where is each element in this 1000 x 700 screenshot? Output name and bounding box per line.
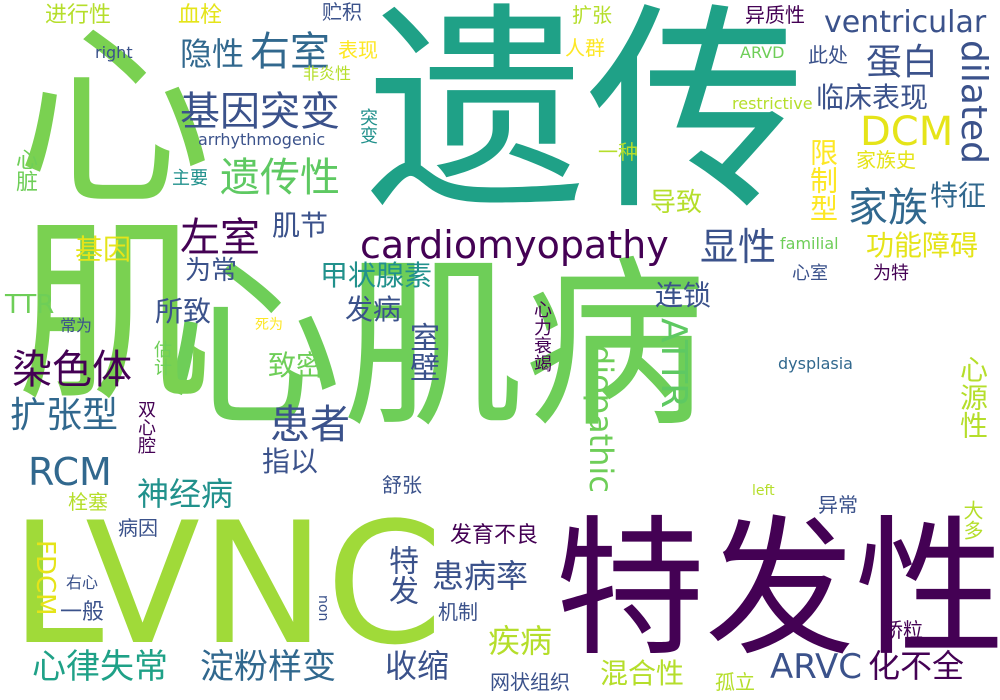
word-yichuanxing: 遗传性 <box>220 155 340 201</box>
word-yizhixing: 异质性 <box>745 3 805 27</box>
word-weite: 为特 <box>873 263 909 284</box>
word-zuoshi: 左室 <box>180 215 260 261</box>
word-biaoxian: 表现 <box>338 38 378 62</box>
word-daozhi: 导致 <box>650 188 703 218</box>
word-lvnc: LVNC <box>10 486 444 682</box>
word-shousuo: 收缩 <box>385 647 450 685</box>
word-guli: 孤立 <box>715 670 755 694</box>
word-yizhong: 一种 <box>598 140 638 164</box>
word-tefa: 特发 <box>383 545 418 605</box>
word-bingyin: 病因 <box>118 516 158 540</box>
word-arvc: ARVC <box>770 647 863 687</box>
word-jiazhuangxiansu: 甲状腺素 <box>320 259 433 292</box>
word-xinlv-shichang: 心律失常 <box>32 647 168 687</box>
word-ranseti: 染色体 <box>12 347 132 393</box>
word-tubian: 突变 <box>357 108 378 144</box>
word-liansuo: 连锁 <box>655 279 712 312</box>
word-renqun: 人群 <box>565 36 605 60</box>
word-restrictive: restrictive <box>732 94 813 113</box>
word-arrhythmogenic: arrhythmogenic <box>198 130 326 149</box>
word-right: right <box>95 43 133 62</box>
word-youshi: 右室 <box>250 29 330 75</box>
word-huabuquan: 化不全 <box>868 647 965 685</box>
word-jibing: 疾病 <box>488 622 553 660</box>
word-xinyuanxing: 心源性 <box>956 355 989 439</box>
word-xinli-shuaijie: 心力衰竭 <box>531 300 552 372</box>
word-idiopathic: idiopathic <box>582 336 620 493</box>
word-jiazu: 家族 <box>848 185 928 231</box>
word-daduo: 大多 <box>960 500 984 540</box>
word-guji: 估计 <box>151 340 172 376</box>
word-yiban: 一般 <box>60 600 105 625</box>
word-jiyin: 基因 <box>75 233 132 266</box>
word-yinxing: 隐性 <box>180 35 245 73</box>
word-xinshi: 心室 <box>792 263 828 284</box>
word-kuozhangxing: 扩张型 <box>10 395 119 436</box>
word-shenjingbing: 神经病 <box>137 475 234 513</box>
word-ventricular: ventricular <box>824 5 987 40</box>
word-familial: familial <box>780 234 839 253</box>
word-dcm: DCM <box>860 109 954 155</box>
word-jijie: 肌节 <box>272 209 329 242</box>
word-fdcm: FDCM <box>30 540 60 616</box>
word-ttr: TTR <box>5 290 55 320</box>
word-rcm: RCM <box>28 450 112 494</box>
word-dysplasia: dysplasia <box>778 354 853 373</box>
word-xueshuan: 血栓 <box>178 3 223 28</box>
word-cardiomyopathy: cardiomyopathy <box>360 223 669 267</box>
word-shibi: 室壁 <box>404 322 439 382</box>
word-xinji: 心肌 <box>0 15 211 405</box>
word-qiaoli: 桥粒 <box>883 618 923 642</box>
word-feiyanxing: 非炎性 <box>303 64 352 83</box>
word-jinxingxing: 进行性 <box>45 3 112 28</box>
word-attr: ATTR <box>653 318 694 409</box>
word-jizhi: 机制 <box>438 600 478 624</box>
word-zhiyi: 指以 <box>262 445 319 478</box>
word-tezheng: 特征 <box>930 179 987 212</box>
word-zhuji: 贮积 <box>322 0 362 24</box>
word-weichang: 为常 <box>185 256 238 286</box>
word-dilated: dilated <box>953 40 994 165</box>
word-fabing: 发病 <box>345 293 402 326</box>
word-shuzhang: 舒张 <box>382 473 422 497</box>
word-huanbinglv: 患病率 <box>432 557 529 595</box>
word-arvd: ARVD <box>740 43 785 62</box>
word-hunhexing: 混合性 <box>600 657 685 690</box>
word-shuangxinqiang: 双心腔 <box>135 400 156 454</box>
word-fayubuliang: 发育不良 <box>450 523 539 548</box>
word-shuansai: 栓塞 <box>68 490 108 514</box>
word-huanzhe: 患者 <box>270 402 350 448</box>
word-changwei: 常为 <box>60 316 93 335</box>
word-left: left <box>752 483 775 499</box>
word-linchuang-biaoxian: 临床表现 <box>816 81 929 114</box>
word-xianzhixing: 限制型 <box>806 138 839 222</box>
word-wangzhuang-zuzhi: 网状组织 <box>490 670 570 694</box>
word-cichu: 此处 <box>808 43 848 67</box>
word-xianxing: 显性 <box>700 225 777 269</box>
word-zhimi: 致密 <box>268 349 325 382</box>
word-yichang: 异常 <box>818 493 858 517</box>
word-xinzang: 心脏 <box>12 148 37 192</box>
word-yichuan: 遗传 <box>366 0 807 240</box>
word-gongneng-zhangai: 功能障碍 <box>866 229 979 262</box>
word-jiyin-tubian: 基因突变 <box>180 89 340 135</box>
word-dianfenyangbian: 淀粉样变 <box>200 647 336 687</box>
word-kuozhang: 扩张 <box>572 3 612 27</box>
word-non: non <box>315 595 331 622</box>
word-tefaxing: 特发性 <box>555 503 1000 677</box>
word-siwei: 死为 <box>255 317 283 333</box>
word-xinjibing: 心肌病 <box>160 240 706 452</box>
word-suozhi: 所致 <box>155 295 212 328</box>
word-zhuyao: 主要 <box>172 168 208 189</box>
word-danbai: 蛋白 <box>866 42 939 83</box>
word-jiazushi: 家族史 <box>856 148 916 172</box>
word-youxin: 右心 <box>66 573 99 592</box>
